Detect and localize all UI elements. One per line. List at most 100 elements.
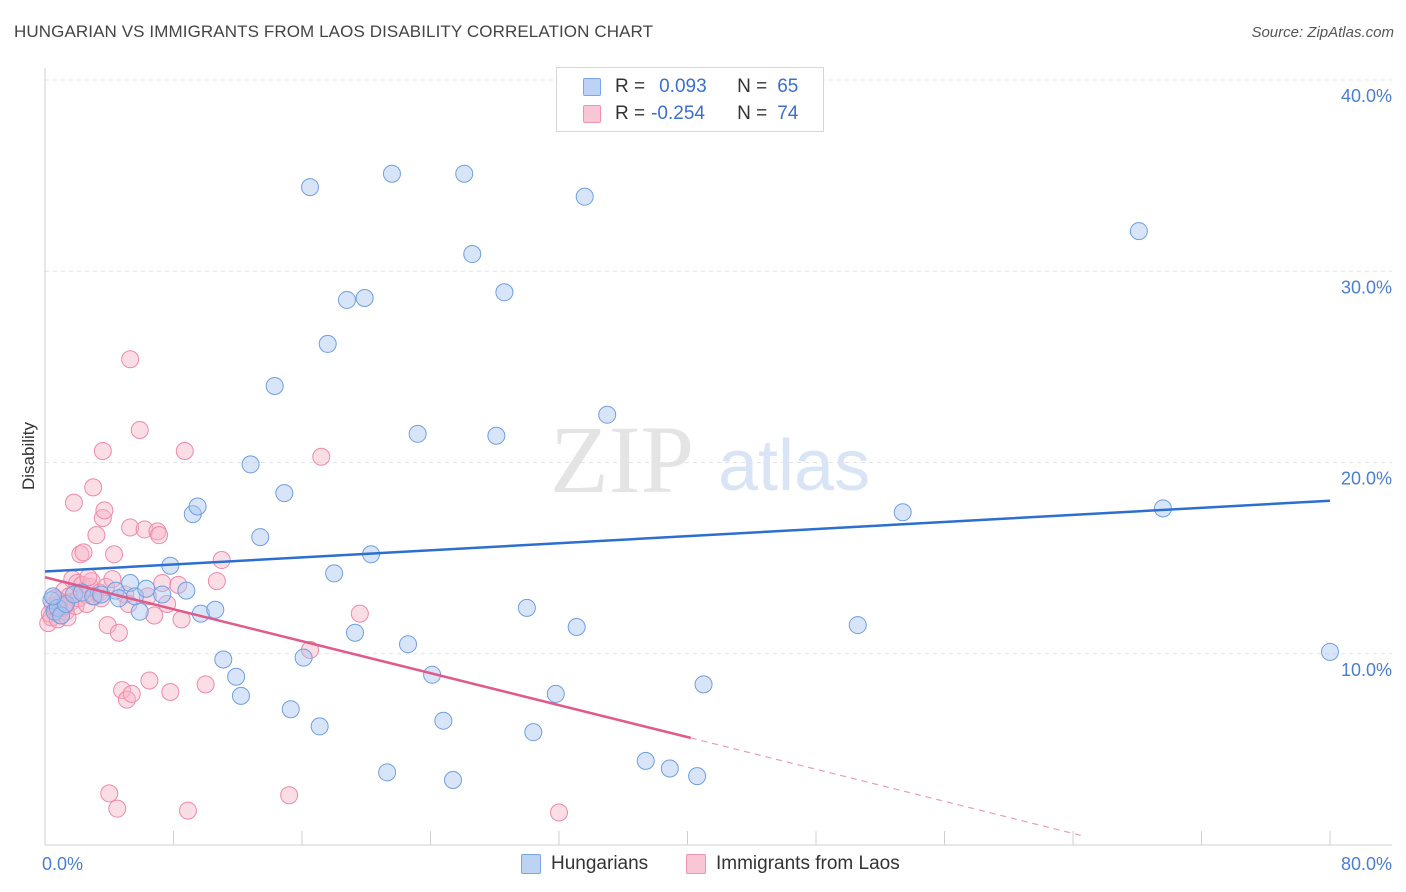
source-credit: Source: ZipAtlas.com: [1251, 24, 1394, 41]
hungarian-point: [636, 751, 655, 770]
laos-point: [280, 786, 299, 805]
legend-r-value: -0.254: [651, 103, 705, 124]
correlation-legend: R = 0.093 N = 65 R = -0.254 N = 74: [556, 67, 824, 132]
bottom-legend-laos: Immigrants from Laos: [686, 852, 900, 876]
laos-point: [301, 640, 320, 659]
watermark-zip: ZIP: [550, 406, 694, 513]
hungarian-point: [153, 585, 172, 604]
laos-point: [145, 606, 164, 625]
laos-point: [122, 684, 141, 703]
legend-swatch-pink: [583, 105, 601, 123]
laos-point: [178, 801, 197, 820]
laos-point: [350, 604, 369, 623]
laos-point: [108, 799, 127, 818]
hungarian-point: [121, 573, 140, 592]
hungarian-point: [495, 283, 514, 302]
hungarian-point: [275, 484, 294, 503]
hungarian-point: [567, 617, 586, 636]
laos-point: [121, 518, 140, 537]
hungarian-point: [206, 600, 225, 619]
laos-point: [100, 784, 119, 803]
laos-point: [140, 671, 159, 690]
hungarian-point: [251, 528, 270, 547]
legend-r-label: R =: [615, 103, 646, 124]
laos-point: [79, 568, 98, 587]
hungarian-point: [1321, 642, 1339, 661]
hungarian-point: [434, 711, 453, 730]
bottom-legend-swatch-blue: [521, 854, 541, 874]
hungarian-point: [455, 164, 474, 183]
hungarian-point: [893, 503, 912, 522]
laos-point: [130, 420, 149, 439]
hungarian-point: [546, 684, 565, 703]
laos-point: [71, 545, 90, 564]
hungarian-point: [241, 455, 260, 474]
gridlines: [45, 79, 1392, 655]
hungarian-point: [517, 598, 536, 617]
legend-n-label: N =: [737, 103, 768, 124]
hungarian-point: [848, 616, 867, 635]
laos-point: [161, 683, 180, 701]
laos-point: [93, 508, 112, 527]
hungarian-point: [52, 606, 71, 625]
laos-point: [207, 572, 226, 591]
bottom-legend-hungarians: Hungarians: [521, 852, 648, 876]
laos-point: [117, 690, 136, 709]
laos-point: [87, 526, 106, 545]
laos-point: [550, 803, 568, 822]
axes: [44, 68, 1392, 846]
legend-row-laos: R = -0.254 N = 74: [583, 102, 798, 126]
y-axis-title: Disability: [19, 421, 38, 490]
hungarian-point: [337, 290, 356, 309]
legend-row-hungarians: R = 0.093 N = 65: [583, 75, 798, 99]
hungarian-point: [44, 587, 63, 606]
laos-point: [103, 570, 122, 589]
hungarian-point: [177, 581, 196, 600]
hungarian-point: [355, 289, 374, 308]
hungarian-point: [318, 334, 337, 353]
hungarian-point: [382, 164, 401, 183]
hungarian-point: [408, 424, 427, 443]
laos-point: [196, 675, 215, 694]
tick-labels: 10.0% 20.0% 30.0% 40.0% 0.0% 80.0%: [42, 86, 1392, 874]
hungarian-point: [188, 497, 207, 516]
laos-point: [64, 493, 83, 512]
laos-point: [150, 526, 169, 545]
laos-point: [212, 551, 231, 570]
laos-point: [84, 478, 103, 497]
bottom-legend-label-hungarians: Hungarians: [551, 853, 649, 874]
y-tick-label: 30.0%: [1341, 277, 1392, 297]
laos-point: [109, 623, 128, 642]
bottom-legend-swatch-pink: [686, 854, 706, 874]
series-hungarians-points: [42, 164, 1339, 789]
y-tick-label: 20.0%: [1341, 469, 1392, 489]
hungarian-point: [310, 717, 329, 736]
laos-point: [74, 543, 93, 562]
hungarian-point: [575, 187, 594, 206]
hungarian-point: [378, 763, 397, 782]
hungarian-point: [294, 648, 313, 667]
hungarian-point: [130, 602, 149, 621]
y-tick-label: 40.0%: [1341, 86, 1392, 106]
laos-point: [175, 442, 194, 461]
trend-lines: [44, 499, 1331, 837]
laos-point: [105, 545, 124, 564]
chart-title: HUNGARIAN VS IMMIGRANTS FROM LAOS DISABI…: [14, 22, 654, 41]
hungarian-point: [660, 759, 679, 778]
hungarians-trend-line: [44, 499, 1331, 573]
hungarian-point: [443, 770, 462, 789]
legend-r-value: 0.093: [659, 76, 707, 97]
legend-n-value: 65: [777, 76, 799, 97]
hungarian-point: [694, 675, 713, 694]
hungarian-point: [214, 650, 233, 669]
laos-point: [95, 501, 114, 520]
hungarian-point: [399, 635, 418, 654]
watermark: ZIP atlas: [550, 406, 870, 513]
hungarian-point: [598, 405, 617, 424]
hungarian-point: [265, 377, 284, 395]
hungarian-point: [325, 564, 344, 583]
laos-trend-line: [44, 576, 692, 740]
y-tick-label: 10.0%: [1341, 660, 1392, 680]
laos-point: [113, 681, 132, 700]
